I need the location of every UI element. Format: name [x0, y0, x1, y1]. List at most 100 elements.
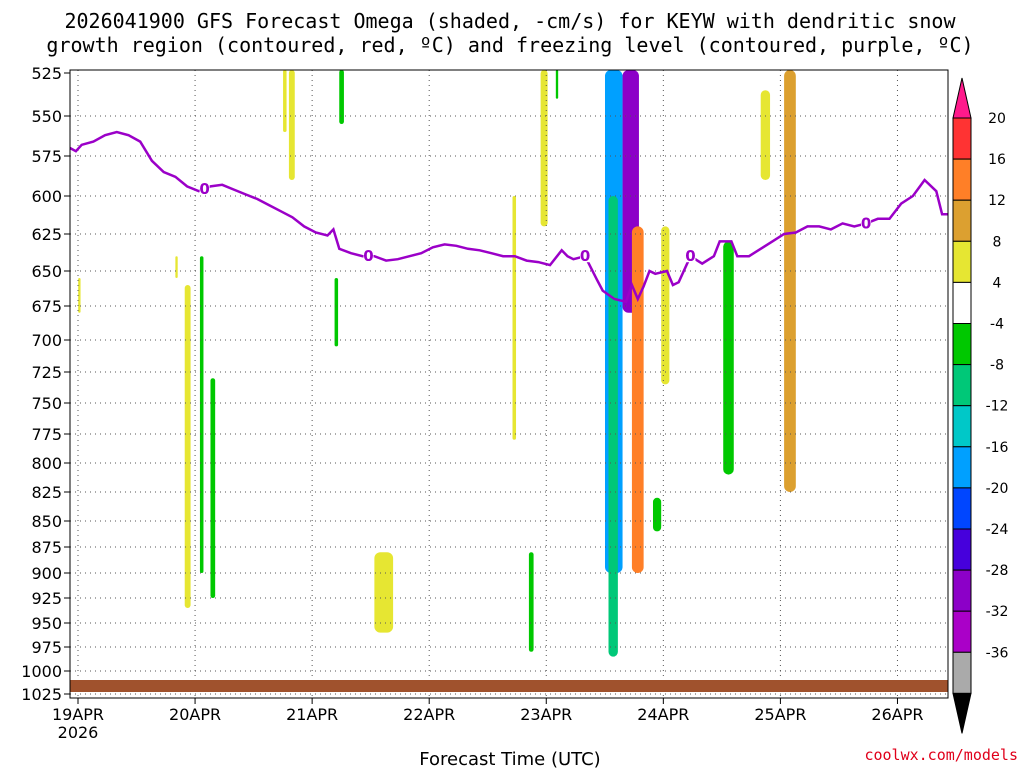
x-tick-label: 23APR	[520, 705, 572, 724]
colorbar-label: 16	[988, 152, 1006, 168]
y-tick-label: 775	[31, 425, 62, 444]
y-tick-label: 975	[31, 638, 62, 657]
colorbar-top-arrow	[952, 77, 972, 119]
x-tick-label: 22APR	[403, 705, 455, 724]
omega-patch	[199, 256, 204, 573]
colorbar-label: -12	[986, 399, 1009, 415]
y-tick-label: 950	[31, 614, 62, 633]
colorbar-segment	[952, 199, 972, 242]
y-tick-label: 700	[31, 331, 62, 350]
omega-shading	[78, 70, 796, 657]
credit-text: coolwx.com/models	[864, 746, 1018, 764]
y-tick-label: 575	[31, 147, 62, 166]
colorbar-label: 20	[988, 111, 1006, 127]
y-tick-label: 825	[31, 483, 62, 502]
colorbar-segment	[952, 405, 972, 448]
y-tick-label: 675	[31, 297, 62, 316]
chart-title-line-2: growth region (contoured, red, ºC) and f…	[46, 33, 973, 57]
omega-patch	[631, 226, 644, 573]
omega-patch	[339, 70, 344, 124]
y-tick-label: 600	[31, 187, 62, 206]
colorbar-segment	[952, 569, 972, 612]
colorbar-label: -8	[990, 358, 1004, 374]
omega-patch	[374, 552, 394, 633]
y-tick-label: 850	[31, 512, 62, 531]
colorbar: 20 16 12 8 4 -4 -8 -12 -16 -20 -24 -28 -32 -36	[952, 77, 1009, 734]
y-tick-label: 750	[31, 394, 62, 413]
x-tick-label: 26APR	[871, 705, 923, 724]
colorbar-segment	[952, 446, 972, 489]
omega-patch	[661, 226, 670, 385]
y-axis-ticks: 525 550 575 600 625 650 675 700 725 750 775 800 825 8…	[21, 64, 70, 704]
y-tick-label: 800	[31, 454, 62, 473]
colorbar-label: -28	[986, 563, 1009, 579]
ground-surface	[70, 680, 948, 692]
x-tick-sublabel: 2026	[58, 723, 99, 742]
omega-patch	[334, 278, 339, 347]
freezing-label-bg	[199, 180, 210, 195]
colorbar-segment	[952, 117, 972, 160]
freezing-level-label: 0	[199, 180, 209, 198]
omega-patch	[288, 70, 295, 180]
x-tick-label: 19APR	[52, 705, 104, 724]
colorbar-label: -16	[986, 440, 1009, 456]
y-tick-label: 1025	[21, 685, 62, 704]
colorbar-label: -36	[986, 645, 1009, 661]
omega-patch	[784, 70, 796, 492]
colorbar-segment	[952, 364, 972, 407]
y-tick-label: 725	[31, 363, 62, 382]
colorbar-label: -24	[986, 522, 1009, 538]
colorbar-segment	[952, 651, 972, 694]
chart-title-line-1: 2026041900 GFS Forecast Omega (shaded, -…	[64, 9, 956, 33]
omega-patch	[555, 70, 559, 99]
freezing-label-bg	[685, 248, 696, 263]
colorbar-label: 8	[993, 234, 1002, 250]
y-tick-label: 875	[31, 538, 62, 557]
omega-patch	[652, 497, 662, 532]
omega-patch	[184, 285, 191, 608]
plot-frame	[69, 69, 949, 699]
x-axis-label: Forecast Time (UTC)	[419, 749, 600, 768]
colorbar-segment	[952, 240, 972, 283]
freezing-label-bg	[580, 248, 591, 263]
colorbar-label: -4	[990, 317, 1004, 333]
freezing-level-label: 0	[861, 214, 871, 232]
freezing-level-line	[69, 130, 948, 304]
omega-patch	[210, 378, 216, 598]
colorbar-label: 12	[988, 193, 1006, 209]
y-tick-label: 1000	[21, 662, 62, 681]
colorbar-segment	[952, 323, 972, 366]
x-tick-label: 20APR	[169, 705, 221, 724]
omega-patch	[723, 241, 734, 475]
y-tick-label: 525	[31, 64, 62, 83]
colorbar-segment	[952, 610, 972, 653]
colorbar-label: -32	[986, 604, 1009, 620]
freezing-level-label: 0	[363, 247, 373, 265]
y-tick-label: 900	[31, 564, 62, 583]
colorbar-segment	[952, 528, 972, 571]
freezing-label-bg	[861, 215, 872, 230]
colorbar-label: 4	[993, 275, 1002, 291]
omega-patch	[175, 256, 178, 278]
freezing-level-label: 0	[685, 247, 695, 265]
omega-patch	[283, 70, 287, 132]
freezing-label-bg	[363, 248, 374, 263]
colorbar-bottom-arrow	[952, 692, 972, 734]
omega-patch	[540, 70, 548, 227]
freezing-level-labels: 0 0 0 0 0	[199, 180, 871, 265]
omega-patch	[78, 278, 81, 313]
x-tick-label: 21APR	[286, 705, 338, 724]
omega-patch	[528, 552, 534, 652]
y-tick-label: 925	[31, 589, 62, 608]
colorbar-segment	[952, 487, 972, 530]
colorbar-label: -20	[986, 481, 1009, 497]
colorbar-segment	[952, 281, 972, 324]
x-tick-label: 24APR	[637, 705, 689, 724]
y-tick-label: 650	[31, 262, 62, 281]
y-tick-label: 550	[31, 107, 62, 126]
y-tick-label: 625	[31, 225, 62, 244]
colorbar-segment	[952, 158, 972, 201]
x-tick-label: 25APR	[754, 705, 806, 724]
